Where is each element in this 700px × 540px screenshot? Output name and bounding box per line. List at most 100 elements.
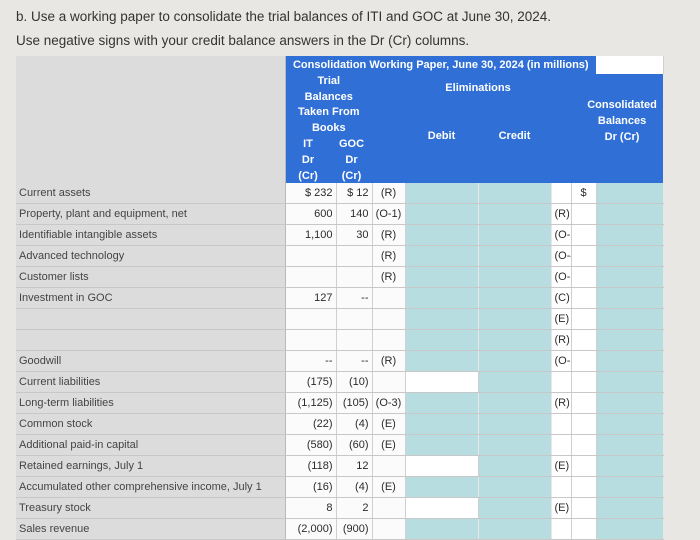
eliminations-header: Eliminations Debit Credit: [405, 74, 551, 183]
credit-input[interactable]: [478, 497, 552, 519]
debit-input[interactable]: [405, 308, 479, 330]
goc-balance-cell: [336, 245, 373, 267]
debit-input[interactable]: [405, 245, 479, 267]
iti-header-line-2: Dr: [301, 154, 315, 166]
credit-input[interactable]: [478, 476, 552, 498]
iti-balance-cell: (580): [285, 434, 337, 456]
credit-input[interactable]: [478, 203, 552, 225]
row-label: Goodwill: [16, 350, 286, 372]
credit-input[interactable]: [478, 287, 552, 309]
ref-header: [372, 74, 405, 183]
header-right-spacer: [596, 56, 664, 74]
elimination-ref-cell: (R): [551, 392, 572, 414]
elimination-ref-cell: [551, 518, 572, 540]
debit-input[interactable]: [405, 518, 479, 540]
iti-balance-cell: 127: [285, 287, 337, 309]
consolidated-input[interactable]: [596, 455, 664, 477]
debit-input[interactable]: [405, 266, 479, 288]
consolidated-input[interactable]: [596, 203, 664, 225]
consolidated-input[interactable]: [596, 434, 664, 456]
iti-balance-cell: (2,000): [285, 518, 337, 540]
table-row: Common stock (22) (4) (E): [16, 413, 664, 435]
debit-input[interactable]: [405, 413, 479, 435]
goc-balance-cell: 30: [336, 224, 373, 246]
consolidated-input[interactable]: [596, 497, 664, 519]
credit-input[interactable]: [478, 371, 552, 393]
elimination-ref-cell: (E): [551, 308, 572, 330]
consolidated-input[interactable]: [596, 266, 664, 288]
iti-balance-cell: (118): [285, 455, 337, 477]
elimination-ref-cell: (C): [551, 287, 572, 309]
elimination-ref-cell: [551, 371, 572, 393]
debit-input[interactable]: [405, 203, 479, 225]
debit-input: [405, 371, 479, 393]
consolidated-input[interactable]: [596, 183, 664, 204]
elimination-ref-cell: (R): [372, 183, 406, 204]
elimination-ref-cell: (O-3): [372, 392, 406, 414]
goc-balance-cell: 12: [336, 455, 373, 477]
credit-input[interactable]: [478, 434, 552, 456]
elimination-ref-cell: (E): [372, 476, 406, 498]
consolidated-input[interactable]: [596, 224, 664, 246]
elimination-ref-cell: [372, 287, 406, 309]
table-row: Goodwill----(R)(O-6): [16, 350, 664, 372]
credit-input[interactable]: [478, 245, 552, 267]
trial-balance-header: Trial Balances Taken From Books IT Dr (Cr) GO…: [285, 74, 372, 183]
credit-input[interactable]: [478, 329, 552, 351]
credit-input[interactable]: [478, 350, 552, 372]
iti-balance-cell: (175): [285, 371, 337, 393]
consolidated-prefix-cell: [571, 287, 597, 309]
iti-header-line-3: (Cr): [298, 170, 318, 182]
goc-balance-cell: [336, 329, 373, 351]
elimination-ref-cell: [372, 308, 406, 330]
debit-input[interactable]: [405, 183, 479, 204]
debit-input[interactable]: [405, 392, 479, 414]
consolidated-input[interactable]: [596, 371, 664, 393]
elimination-ref-cell: [551, 413, 572, 435]
consolidated-header-line-1: Consolidated: [587, 99, 657, 111]
consolidated-input[interactable]: [596, 476, 664, 498]
iti-balance-cell: (1,125): [285, 392, 337, 414]
row-label: Customer lists: [16, 266, 286, 288]
consolidated-input[interactable]: [596, 350, 664, 372]
iti-balance-cell: 600: [285, 203, 337, 225]
debit-input[interactable]: [405, 224, 479, 246]
elimination-ref-cell: [372, 518, 406, 540]
credit-input[interactable]: [478, 183, 552, 204]
consolidated-input[interactable]: [596, 287, 664, 309]
header-spacer: [551, 74, 571, 183]
elimination-ref-cell: (O-2): [551, 224, 572, 246]
debit-input[interactable]: [405, 476, 479, 498]
iti-balance-cell: (16): [285, 476, 337, 498]
iti-balance-cell: [285, 308, 337, 330]
debit-input[interactable]: [405, 350, 479, 372]
consolidated-input[interactable]: [596, 392, 664, 414]
consolidated-input[interactable]: [596, 308, 664, 330]
consolidated-input[interactable]: [596, 329, 664, 351]
credit-input[interactable]: [478, 413, 552, 435]
credit-input[interactable]: [478, 518, 552, 540]
credit-input[interactable]: [478, 308, 552, 330]
table-row: Customer lists (R) (O-5): [16, 266, 664, 288]
elimination-ref-cell: (O-6): [551, 350, 572, 372]
row-label: Treasury stock: [16, 497, 286, 519]
consolidated-input[interactable]: [596, 518, 664, 540]
consolidated-prefix-cell: [571, 245, 597, 267]
consolidated-input[interactable]: [596, 245, 664, 267]
elimination-ref-cell: (E): [551, 455, 572, 477]
debit-input[interactable]: [405, 434, 479, 456]
consolidated-input[interactable]: [596, 413, 664, 435]
credit-input[interactable]: [478, 392, 552, 414]
debit-input: [405, 497, 479, 519]
goc-balance-cell: (4): [336, 413, 373, 435]
credit-input[interactable]: [478, 224, 552, 246]
debit-input[interactable]: [405, 287, 479, 309]
row-label: Long-term liabilities: [16, 392, 286, 414]
credit-input[interactable]: [478, 266, 552, 288]
debit-input[interactable]: [405, 329, 479, 351]
elimination-ref-cell: (R): [551, 329, 572, 351]
credit-input[interactable]: [478, 455, 552, 477]
iti-balance-cell: [285, 329, 337, 351]
goc-header-line-3: (Cr): [341, 170, 362, 182]
table-row: Investment in GOC 127 -- (C): [16, 287, 664, 309]
